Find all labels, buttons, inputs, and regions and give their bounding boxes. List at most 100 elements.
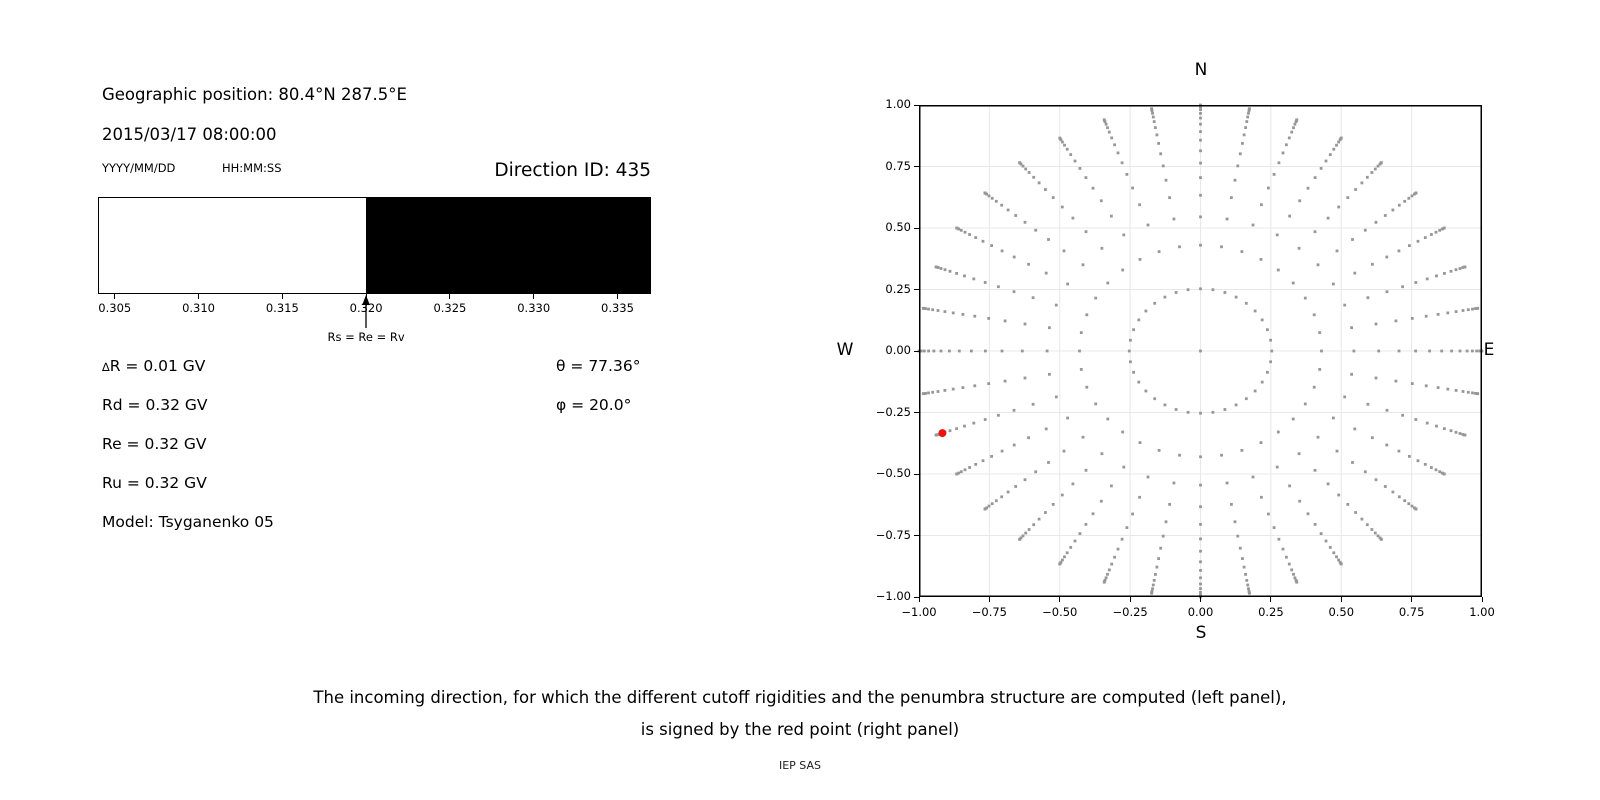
direction-dot — [1044, 427, 1048, 431]
date-format-label: YYYY/MM/DD — [102, 161, 176, 175]
direction-dot — [1247, 589, 1251, 593]
direction-dot — [1172, 217, 1176, 221]
direction-dot — [1430, 233, 1433, 236]
direction-dot — [921, 306, 925, 310]
direction-dot — [1471, 349, 1474, 353]
direction-dot — [1318, 331, 1322, 334]
direction-dot — [1146, 223, 1150, 227]
direction-dot — [943, 310, 947, 313]
direction-dot — [1407, 502, 1411, 506]
direction-dot — [1246, 583, 1250, 587]
direction-dot — [1371, 262, 1374, 266]
direction-dot — [1287, 136, 1291, 140]
direction-dot — [1337, 205, 1341, 209]
direction-dot — [1199, 537, 1202, 541]
direction-dot — [1014, 485, 1018, 488]
compass-east-label: E — [1483, 340, 1495, 360]
direction-dot — [1298, 499, 1302, 503]
direction-dot — [1242, 133, 1246, 137]
direction-dot — [1172, 481, 1176, 485]
direction-dot — [1034, 228, 1038, 232]
direction-dot — [1414, 281, 1418, 284]
direction-dot — [1365, 523, 1369, 527]
direction-dot — [1137, 380, 1141, 384]
direction-dot — [1110, 484, 1113, 488]
direction-dot — [1157, 250, 1161, 253]
direction-dot — [1425, 277, 1429, 281]
direction-dot — [1063, 143, 1066, 147]
direction-dot — [1069, 153, 1073, 156]
direction-dot — [1414, 349, 1417, 353]
direction-dot — [1129, 338, 1132, 342]
direction-dot — [1272, 173, 1276, 176]
direction-dot — [1352, 349, 1356, 353]
direction-dot — [1058, 136, 1062, 140]
direction-dot — [1102, 118, 1106, 122]
direction-dot — [1233, 520, 1237, 524]
direction-dot — [1021, 164, 1025, 168]
direction-dot — [1186, 410, 1190, 414]
direction-dot — [1225, 481, 1229, 485]
direction-dot — [963, 468, 967, 472]
direction-dot — [1127, 349, 1131, 353]
direction-dot — [1199, 560, 1202, 564]
direction-dot — [1144, 389, 1148, 393]
direction-dot — [1313, 523, 1317, 526]
hist-tick-mark — [616, 294, 618, 299]
direction-dot — [1199, 176, 1202, 179]
direction-dot — [1366, 296, 1370, 300]
direction-dot — [1236, 534, 1240, 538]
penumbra-forbidden-region — [366, 198, 650, 293]
direction-dot — [1410, 317, 1414, 320]
direction-dot — [1000, 495, 1004, 499]
direction-dot — [1150, 589, 1154, 593]
direction-dot — [1199, 122, 1202, 126]
direction-dot — [1242, 565, 1246, 569]
direction-dot — [1032, 523, 1036, 527]
direction-dot — [1374, 478, 1378, 482]
y-tick-label: 0.00 — [885, 343, 911, 357]
direction-dot — [1152, 120, 1156, 123]
x-tick-label: −1.00 — [901, 605, 937, 619]
direction-dot — [1306, 512, 1310, 516]
direction-dot — [1085, 313, 1089, 317]
direction-dot — [1312, 313, 1316, 317]
direction-dot — [963, 230, 967, 234]
direction-dot — [1353, 271, 1357, 275]
direction-dot — [1032, 175, 1036, 179]
direction-dot — [1292, 572, 1295, 576]
direction-dot — [1374, 376, 1378, 380]
direction-dot — [1291, 417, 1295, 421]
direction-dot — [1316, 435, 1320, 439]
direction-dot — [1069, 546, 1073, 549]
direction-dot — [1199, 483, 1202, 487]
delta-symbol: ∆ — [102, 360, 110, 374]
direction-dot — [1435, 424, 1438, 428]
direction-dot — [1335, 449, 1339, 453]
direction-dot — [1151, 583, 1155, 587]
direction-dot — [973, 314, 977, 318]
direction-dot — [1031, 296, 1035, 300]
direction-dot — [1144, 309, 1148, 313]
direction-dot — [1023, 322, 1027, 326]
direction-dot — [1410, 382, 1414, 385]
direction-dot — [1000, 203, 1004, 207]
direction-dot — [1332, 282, 1335, 286]
direction-dot — [1027, 528, 1031, 531]
direction-dot — [1027, 262, 1030, 266]
direction-dot — [1276, 268, 1280, 272]
direction-dot — [981, 239, 985, 243]
direction-dot — [1440, 349, 1444, 353]
direction-dot — [1297, 452, 1301, 456]
direction-dot — [959, 228, 963, 232]
direction-dot — [1199, 505, 1202, 509]
direction-dot — [990, 196, 994, 200]
direction-dot — [1260, 203, 1263, 207]
direction-dot — [1155, 133, 1159, 137]
direction-dot — [1269, 338, 1272, 342]
direction-dot — [1199, 108, 1202, 112]
direction-dot — [1168, 196, 1171, 199]
direction-dot — [973, 384, 977, 388]
direction-dot — [972, 421, 976, 425]
direction-dot — [1350, 372, 1353, 376]
